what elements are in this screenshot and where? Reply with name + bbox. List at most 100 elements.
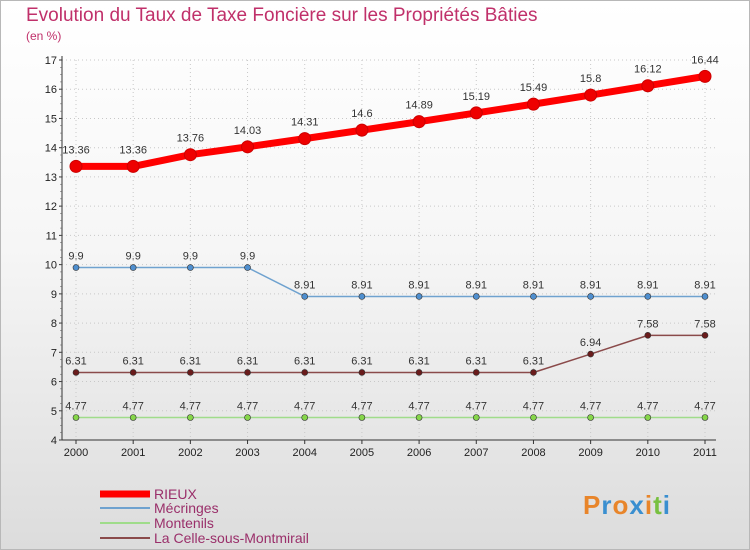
data-point [587,293,594,300]
data-label: 14.6 [351,108,372,120]
x-tick-label: 2011 [693,447,717,459]
data-point [415,414,423,421]
data-point [244,414,251,421]
data-label: 9.9 [183,251,198,263]
data-point [298,132,312,146]
legend-label: RIEUX [154,486,197,502]
data-label: 8.91 [637,279,658,291]
data-label: 8.91 [351,279,372,291]
y-tick-label: 4 [51,435,57,447]
data-point [584,88,598,102]
y-tick-label: 6 [51,377,57,389]
data-point [415,369,423,376]
data-point [644,293,652,300]
data-point [126,159,140,173]
chart-subtitle: (en %) [26,29,62,43]
data-label: 4.77 [408,400,429,412]
data-point [69,159,83,173]
data-point [129,414,137,421]
data-label: 4.77 [523,400,544,412]
data-point [72,264,80,271]
data-point [72,414,80,421]
data-point [472,414,480,421]
data-point [701,293,709,300]
data-label: 4.77 [466,400,487,412]
data-label: 9.9 [240,251,255,263]
x-tick-label: 2008 [521,447,545,459]
data-label: 7.58 [637,318,658,330]
data-label: 4.77 [637,400,658,412]
data-point [701,332,709,339]
logo-letter: i [662,490,671,520]
series-line [76,334,705,374]
data-label: 8.91 [523,279,544,291]
data-point [526,97,540,111]
y-tick-label: 12 [45,201,57,213]
data-point [701,414,709,421]
data-point [72,369,80,376]
data-point [187,369,194,376]
y-tick-label: 14 [45,143,57,155]
data-label: 9.9 [68,251,83,263]
x-tick-label: 2010 [636,447,660,459]
logo-letter: i [644,490,654,520]
data-point [129,369,137,376]
data-point [530,414,537,421]
data-point [469,106,483,120]
data-point [241,140,255,154]
y-tick-label: 5 [51,406,57,418]
data-label: 6.31 [466,355,487,367]
data-point [301,414,309,421]
data-point [530,293,537,300]
x-tick-label: 2004 [292,447,316,459]
data-label: 13.36 [119,144,147,156]
data-point [187,414,194,421]
data-point [129,264,137,271]
data-label: 4.77 [122,400,143,412]
data-label: 15.19 [463,91,491,103]
y-tick-label: 16 [45,84,57,96]
data-label: 6.31 [294,355,315,367]
x-tick-label: 2009 [578,447,602,459]
logo-letter: r [601,490,613,520]
data-label: 8.91 [694,279,715,291]
data-label: 6.31 [65,355,86,367]
y-tick-label: 15 [45,113,57,125]
x-tick-label: 2006 [407,447,431,459]
logo-letter: x [629,490,645,520]
data-label: 14.31 [291,117,319,129]
data-label: 8.91 [408,279,429,291]
data-label: 8.91 [466,279,487,291]
data-label: 6.31 [180,355,201,367]
data-point [301,369,309,376]
data-label: 16.12 [634,64,662,76]
y-tick-label: 17 [45,55,57,67]
data-point [301,293,309,300]
data-label: 13.36 [62,144,90,156]
data-label: 8.91 [294,279,315,291]
data-label: 6.31 [523,355,544,367]
data-label: 4.77 [237,400,258,412]
x-tick-label: 2001 [121,447,145,459]
y-tick-label: 8 [51,318,57,330]
x-tick-label: 2000 [64,447,88,459]
data-label: 14.03 [234,125,262,137]
y-tick-label: 11 [46,230,57,242]
proxiti-logo: Proxiti [583,490,671,521]
data-point [698,69,712,83]
data-label: 9.9 [126,251,141,263]
data-point [187,264,194,271]
data-label: 6.31 [408,355,429,367]
data-point [472,369,480,376]
series-line [76,72,706,170]
data-point [587,350,594,358]
data-point [472,293,480,300]
data-label: 15.8 [580,73,601,85]
data-point [355,123,369,137]
y-tick-label: 7 [51,347,57,359]
data-point [641,79,655,93]
data-point [415,293,423,300]
data-label: 6.31 [237,355,258,367]
y-tick-label: 10 [45,260,57,272]
chart-title: Evolution du Taux de Taxe Foncière sur l… [26,5,538,26]
